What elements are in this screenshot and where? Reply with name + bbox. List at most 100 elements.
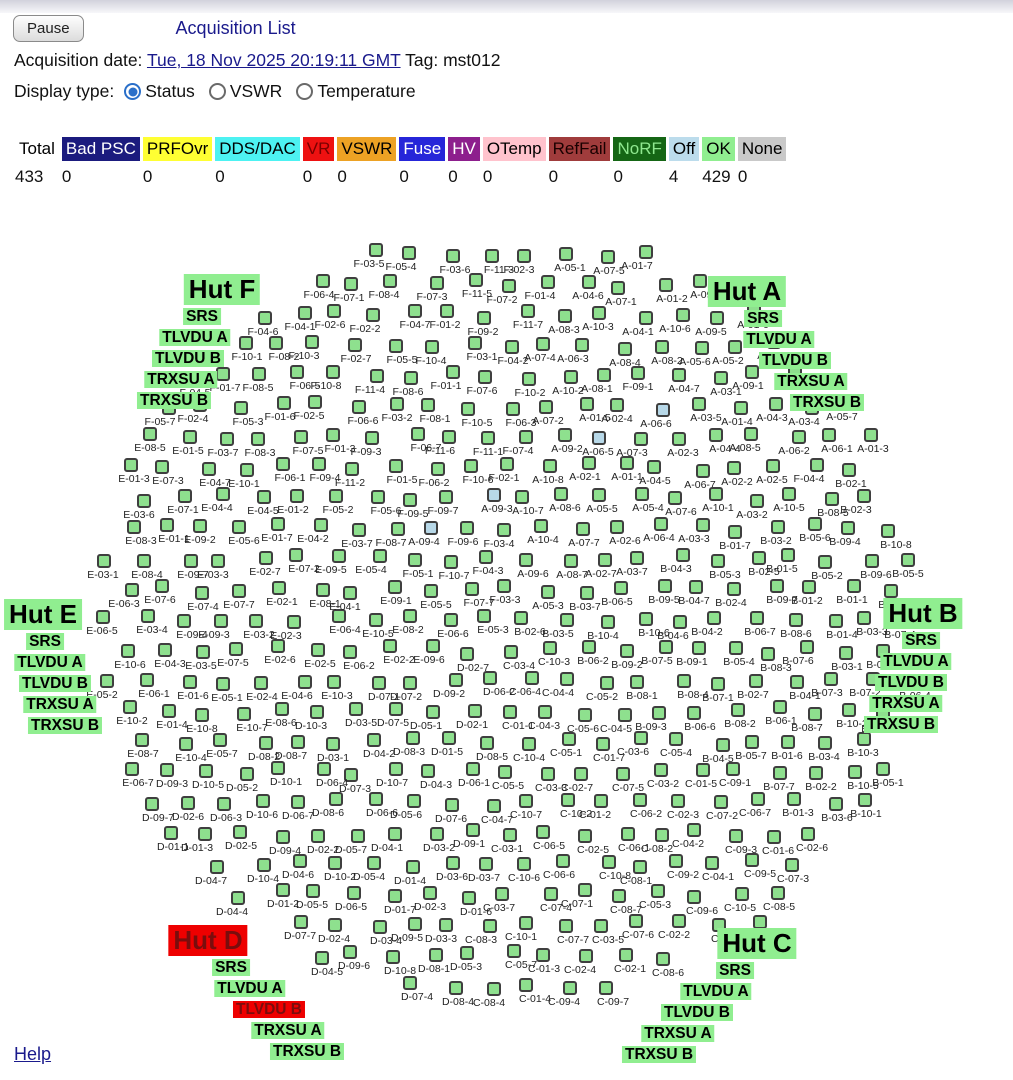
antenna-square-E-08-2[interactable] — [403, 609, 417, 623]
antenna-square-B-05-2[interactable] — [818, 555, 832, 569]
antenna-square-D-02-5[interactable] — [233, 825, 247, 839]
antenna-square-A-05-1[interactable] — [559, 247, 573, 261]
antenna-square-F-10-8[interactable] — [326, 365, 340, 379]
antenna-square-F-10-5[interactable] — [461, 402, 475, 416]
antenna-square-C-10-8[interactable] — [602, 855, 616, 869]
antenna-square-E-05-3[interactable] — [477, 609, 491, 623]
antenna-square-E-01-3[interactable] — [124, 458, 138, 472]
antenna-square-B-01-6[interactable] — [781, 735, 795, 749]
antenna-square-A-08-7[interactable] — [564, 554, 578, 568]
antenna-square-C-05-5[interactable] — [498, 765, 512, 779]
antenna-square-B-03-4[interactable] — [818, 736, 832, 750]
antenna-square-E-05-2[interactable] — [100, 674, 114, 688]
antenna-square-B-04-5[interactable] — [716, 738, 730, 752]
antenna-square-F-11-2[interactable] — [345, 462, 359, 476]
antenna-square-C-09-1[interactable] — [726, 762, 740, 776]
antenna-square-C-02-5[interactable] — [578, 829, 592, 843]
antenna-square-A-03-4[interactable] — [805, 401, 819, 415]
antenna-square-A-04-5[interactable] — [647, 460, 661, 474]
antenna-square-D-05-4[interactable] — [367, 856, 381, 870]
antenna-square-C-02-3[interactable] — [671, 794, 685, 808]
antenna-square-F-05-5[interactable] — [389, 339, 403, 353]
antenna-square-D-01-6[interactable] — [462, 891, 476, 905]
antenna-square-B-08-4[interactable] — [677, 674, 691, 688]
antenna-square-C-08-2[interactable] — [655, 828, 669, 842]
antenna-square-A-07-1[interactable] — [611, 281, 625, 295]
antenna-square-D-06-7[interactable] — [291, 795, 305, 809]
help-link[interactable]: Help — [14, 1044, 52, 1064]
antenna-square-A-02-2[interactable] — [727, 461, 741, 475]
antenna-square-B-08-2[interactable] — [731, 703, 745, 717]
antenna-square-A-09-4[interactable] — [424, 521, 438, 535]
antenna-square-F-08-3[interactable] — [251, 432, 265, 446]
antenna-square-A-03-1[interactable] — [714, 371, 728, 385]
antenna-square-C-01-6[interactable] — [767, 830, 781, 844]
antenna-square-F-10-2[interactable] — [522, 372, 536, 386]
antenna-square-D-03-6[interactable] — [446, 856, 460, 870]
antenna-square-F-08-7[interactable] — [391, 522, 405, 536]
antenna-square-F-09-1[interactable] — [631, 366, 645, 380]
antenna-square-A-02-4[interactable] — [610, 398, 624, 412]
antenna-square-C-10-6[interactable] — [517, 857, 531, 871]
antenna-square-C-03-2[interactable] — [654, 763, 668, 777]
antenna-square-F-05-4[interactable] — [402, 246, 416, 260]
antenna-square-E-01-6[interactable] — [183, 675, 197, 689]
antenna-square-B-07-4[interactable] — [898, 614, 912, 628]
antenna-square-F-03-5[interactable] — [369, 243, 383, 257]
antenna-square-F-03-3[interactable] — [497, 579, 511, 593]
antenna-square-D-03-2[interactable] — [430, 827, 444, 841]
antenna-square-D-01-7[interactable] — [388, 889, 402, 903]
antenna-square-C-10-4[interactable] — [522, 737, 536, 751]
antenna-square-E-03-2[interactable] — [249, 614, 263, 628]
antenna-square-E-10-7[interactable] — [237, 707, 251, 721]
antenna-square-E-02-1[interactable] — [272, 581, 286, 595]
antenna-square-C-03-3[interactable] — [541, 767, 555, 781]
antenna-square-E-04-3[interactable] — [158, 643, 172, 657]
antenna-square-E-04-7[interactable] — [202, 462, 216, 476]
antenna-square-C-08-1[interactable] — [633, 860, 647, 874]
antenna-square-A-10-1[interactable] — [709, 487, 723, 501]
antenna-square-C-09-5[interactable] — [745, 853, 759, 867]
antenna-square-B-09-7[interactable] — [770, 579, 784, 593]
antenna-square-A-09-2[interactable] — [558, 428, 572, 442]
antenna-square-F-11-4[interactable] — [370, 369, 384, 383]
antenna-square-A-05-7[interactable] — [838, 396, 852, 410]
antenna-square-A-02-5[interactable] — [766, 459, 780, 473]
antenna-square-F-04-7[interactable] — [408, 304, 422, 318]
antenna-square-A-04-4[interactable] — [709, 428, 723, 442]
antenna-square-A-06-6[interactable] — [656, 403, 670, 417]
antenna-square-F-06-5[interactable] — [290, 365, 304, 379]
antenna-square-D-04-1[interactable] — [388, 827, 402, 841]
antenna-square-B-01-7[interactable] — [728, 525, 742, 539]
antenna-square-C-07-1[interactable] — [578, 883, 592, 897]
antenna-square-E-03-3[interactable] — [211, 554, 225, 568]
antenna-square-E-07-4[interactable] — [195, 586, 209, 600]
antenna-square-C-07-5[interactable] — [616, 767, 630, 781]
antenna-square-F-08-6[interactable] — [404, 371, 418, 385]
antenna-square-E-01-7[interactable] — [271, 517, 285, 531]
antenna-square-F-10-7[interactable] — [444, 555, 458, 569]
antenna-square-C-08-7[interactable] — [612, 889, 626, 903]
antenna-square-A-09-1[interactable] — [745, 365, 759, 379]
antenna-square-B-10-1[interactable] — [858, 793, 872, 807]
antenna-square-D-01-5[interactable] — [442, 731, 456, 745]
antenna-square-E-10-4[interactable] — [179, 737, 193, 751]
antenna-square-C-02-6[interactable] — [801, 827, 815, 841]
antenna-square-D-02-7[interactable] — [460, 647, 474, 661]
antenna-square-F-09-2[interactable] — [477, 311, 491, 325]
antenna-square-C-03-6[interactable] — [634, 731, 648, 745]
antenna-square-F-03-4[interactable] — [497, 523, 511, 537]
antenna-square-C-04-7[interactable] — [487, 799, 501, 813]
antenna-square-E-03-5[interactable] — [196, 645, 210, 659]
antenna-square-D-07-2[interactable] — [403, 676, 417, 690]
antenna-square-C-09-4[interactable] — [563, 981, 577, 995]
antenna-square-A-01-6[interactable] — [747, 304, 761, 318]
antenna-square-C-03-5[interactable] — [594, 919, 608, 933]
antenna-square-E-08-7[interactable] — [135, 733, 149, 747]
antenna-square-A-09-7[interactable] — [693, 274, 707, 288]
antenna-square-B-10-3[interactable] — [857, 732, 871, 746]
antenna-square-C-06-6[interactable] — [556, 854, 570, 868]
antenna-square-B-02-7[interactable] — [749, 674, 763, 688]
antenna-square-F-02-5[interactable] — [308, 395, 322, 409]
antenna-square-C-04-5[interactable] — [618, 708, 632, 722]
